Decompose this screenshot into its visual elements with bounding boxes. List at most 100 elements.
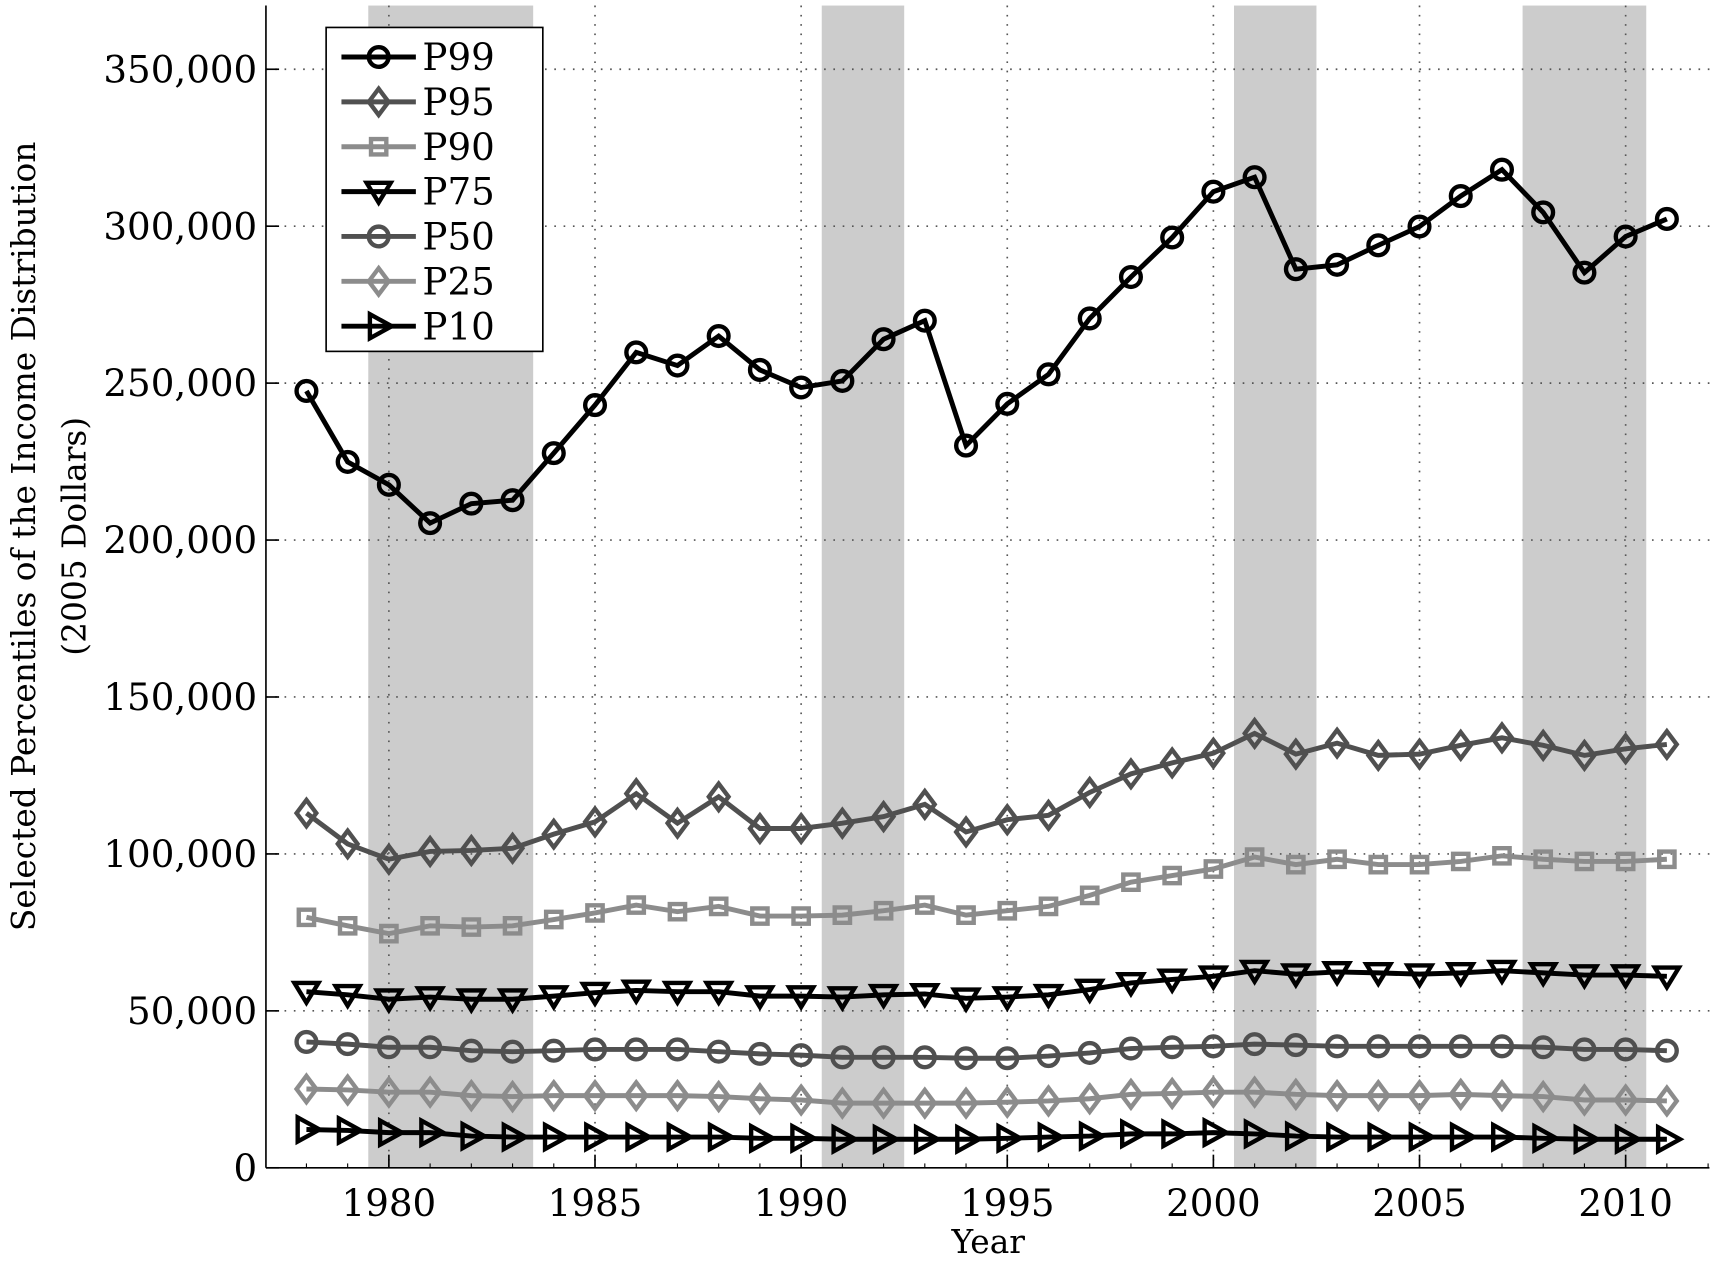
y-tick-label: 0 bbox=[234, 1146, 258, 1190]
marker-circle bbox=[995, 391, 1020, 416]
marker-diamond bbox=[458, 1078, 484, 1113]
marker-square bbox=[914, 895, 935, 915]
y-tick-label: 100,000 bbox=[103, 832, 257, 876]
marker-diamond bbox=[1489, 721, 1515, 755]
x-tick-label: 2010 bbox=[1578, 1181, 1673, 1225]
marker-circle bbox=[871, 1045, 896, 1070]
marker-triangle-down bbox=[537, 985, 570, 1012]
marker-square bbox=[1492, 845, 1512, 866]
marker-triangle-down bbox=[331, 983, 364, 1010]
marker-triangle-right bbox=[336, 1114, 366, 1147]
legend-label: P50 bbox=[422, 215, 494, 259]
series-p90 bbox=[296, 845, 1677, 944]
marker-diamond bbox=[829, 1086, 855, 1120]
marker-circle bbox=[995, 1046, 1020, 1071]
marker-circle bbox=[335, 449, 360, 474]
marker-circle bbox=[1489, 157, 1515, 182]
marker-circle bbox=[500, 1039, 525, 1064]
marker-circle bbox=[1448, 1034, 1473, 1059]
marker-diamond bbox=[1324, 726, 1350, 760]
marker-diamond bbox=[1613, 1083, 1639, 1117]
marker-triangle-down bbox=[496, 988, 529, 1015]
marker-circle bbox=[1283, 257, 1308, 282]
series-line bbox=[306, 1039, 1667, 1061]
marker-diamond bbox=[912, 1086, 938, 1120]
marker-diamond bbox=[1324, 1078, 1350, 1113]
marker-square bbox=[1533, 849, 1554, 870]
marker-square bbox=[832, 905, 853, 925]
marker-circle bbox=[706, 1039, 731, 1064]
marker-diamond bbox=[747, 811, 773, 846]
marker-square bbox=[750, 906, 770, 926]
marker-triangle-down bbox=[743, 985, 776, 1012]
legend-item-p25: P25 bbox=[341, 259, 495, 303]
marker-circle bbox=[830, 368, 855, 393]
marker-circle bbox=[1160, 1035, 1185, 1060]
marker-circle bbox=[1407, 1034, 1432, 1059]
marker-diamond bbox=[1448, 728, 1474, 763]
marker-circle bbox=[459, 491, 484, 516]
marker-diamond bbox=[376, 842, 402, 877]
marker-triangle-down bbox=[826, 986, 859, 1013]
marker-diamond bbox=[1613, 731, 1639, 766]
marker-triangle-right bbox=[831, 1123, 861, 1155]
marker-square bbox=[296, 907, 317, 928]
marker-square bbox=[1368, 854, 1389, 875]
marker-triangle-down bbox=[1403, 963, 1436, 990]
marker-diamond bbox=[1406, 1078, 1433, 1113]
marker-triangle-right bbox=[377, 1116, 407, 1149]
marker-triangle-down bbox=[620, 979, 653, 1006]
marker-triangle-right bbox=[1532, 1122, 1561, 1155]
marker-circle bbox=[1242, 1032, 1267, 1057]
legend-label: P95 bbox=[422, 80, 494, 124]
marker-triangle-down bbox=[908, 982, 941, 1010]
marker-diamond bbox=[366, 85, 392, 119]
marker-diamond bbox=[706, 1079, 732, 1114]
marker-circle bbox=[1036, 1044, 1061, 1069]
marker-circle bbox=[747, 357, 772, 382]
marker-triangle-right bbox=[1491, 1121, 1520, 1153]
marker-diamond bbox=[1571, 738, 1598, 773]
marker-triangle-down bbox=[1197, 965, 1230, 992]
x-tick-label: 2005 bbox=[1372, 1181, 1467, 1225]
marker-triangle-down bbox=[1444, 961, 1477, 989]
marker-square bbox=[1450, 851, 1471, 872]
marker-diamond bbox=[1159, 746, 1185, 780]
marker-circle bbox=[1531, 200, 1556, 225]
marker-triangle-right bbox=[1078, 1120, 1108, 1152]
marker-triangle-right bbox=[1243, 1118, 1273, 1150]
marker-square bbox=[379, 923, 399, 944]
marker-diamond bbox=[1200, 736, 1226, 770]
marker-triangle-right bbox=[1119, 1118, 1149, 1150]
marker-circle bbox=[376, 1035, 401, 1060]
marker-triangle-right bbox=[1037, 1121, 1067, 1153]
marker-circle bbox=[830, 1045, 855, 1070]
marker-triangle-down bbox=[579, 981, 611, 1008]
marker-square bbox=[1574, 851, 1595, 872]
marker-square bbox=[337, 915, 358, 936]
marker-triangle-down bbox=[372, 988, 405, 1015]
marker-diamond bbox=[871, 799, 897, 834]
marker-diamond bbox=[1283, 737, 1309, 771]
x-tick-label: 2000 bbox=[1166, 1181, 1261, 1225]
marker-circle bbox=[1572, 1037, 1597, 1062]
marker-circle bbox=[789, 1043, 814, 1068]
series-p99 bbox=[294, 157, 1679, 536]
marker-diamond bbox=[1571, 1083, 1598, 1117]
marker-circle bbox=[294, 378, 319, 404]
marker-triangle-right bbox=[419, 1116, 448, 1149]
marker-diamond bbox=[293, 1072, 320, 1106]
y-tick-label: 200,000 bbox=[103, 518, 257, 562]
series-line bbox=[306, 1086, 1667, 1106]
marker-square bbox=[1203, 859, 1224, 879]
marker-diamond bbox=[499, 831, 526, 866]
series-p75 bbox=[290, 959, 1683, 1015]
marker-triangle-down bbox=[867, 983, 900, 1010]
marker-circle bbox=[1531, 1035, 1556, 1060]
marker-diamond bbox=[1654, 1084, 1680, 1118]
marker-diamond bbox=[623, 776, 649, 811]
marker-triangle-down bbox=[362, 180, 395, 207]
marker-triangle-down bbox=[1362, 961, 1395, 989]
marker-triangle-right bbox=[1326, 1121, 1355, 1153]
